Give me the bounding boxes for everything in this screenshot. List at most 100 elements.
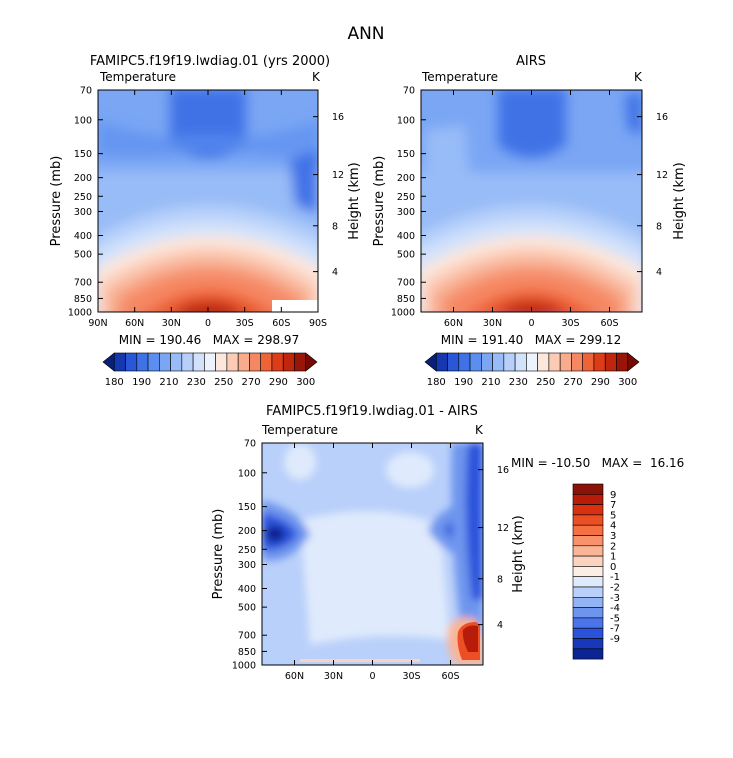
panel-obs-field (421, 90, 642, 312)
colorbar-swatch (447, 352, 460, 372)
height-tick-label: 4 (332, 267, 338, 278)
lat-tick-label: 60S (600, 318, 618, 329)
colorbar-swatch (215, 352, 228, 372)
height-tick-label: 4 (656, 267, 662, 278)
pressure-tick-label: 850 (238, 647, 256, 658)
colorbar-swatch (204, 352, 216, 372)
colorbar-label: -7 (610, 624, 620, 635)
colorbar-label: 250 (214, 377, 233, 388)
colorbar-swatch (572, 638, 604, 650)
panel-model-stats: MIN = 190.46 MAX = 298.97 (119, 333, 299, 347)
height-tick-label: 4 (497, 620, 503, 631)
height-tick-label: 12 (497, 523, 509, 534)
panel-diff-axes: 70 100 150 200 250 300 400 500 700 850 1000 16 12 8 4 6… (232, 439, 509, 683)
panel-diff-y2label: Height (km) (511, 515, 526, 592)
panel-obs-y2label: Height (km) (672, 162, 687, 239)
pressure-tick-label: 70 (244, 439, 256, 450)
panel-diff-stats: MIN = -10.50 MAX = 16.16 (511, 456, 684, 470)
pressure-tick-label: 70 (403, 86, 415, 97)
pressure-tick-label: 250 (397, 192, 415, 203)
pressure-tick-label: 150 (238, 502, 256, 513)
colorbar-swatch (492, 352, 505, 372)
colorbar-swatch (192, 352, 205, 372)
lat-tick-label: 0 (205, 318, 211, 329)
colorbar-swatch (237, 352, 250, 372)
pressure-tick-label: 200 (74, 173, 92, 184)
colorbar-swatch (572, 607, 604, 619)
colorbar-swatch (572, 524, 604, 536)
colorbar-swatch (136, 352, 149, 372)
pressure-tick-label: 150 (397, 149, 415, 160)
lat-tick-label: 30N (324, 671, 343, 682)
pressure-tick-label: 400 (397, 231, 415, 242)
colorbar-label: -5 (610, 613, 620, 624)
colorbar-label: -1 (610, 572, 620, 583)
pressure-tick-label: 300 (238, 560, 256, 571)
colorbar-swatch (548, 352, 561, 372)
colorbar-swatch (159, 352, 171, 372)
pressure-tick-label: 1000 (232, 661, 256, 672)
colorbar-swatch (526, 352, 538, 372)
colorbar-swatch (458, 352, 471, 372)
colorbar-swatch (572, 545, 604, 557)
colorbar-label: 290 (591, 377, 610, 388)
panel-model-axes: 70 100 150 200 250 300 400 500 700 850 1000 16 12 8 4 9… (68, 86, 344, 330)
colorbar-swatch (514, 352, 527, 372)
pressure-tick-label: 200 (397, 173, 415, 184)
colorbar-label: 210 (159, 377, 178, 388)
colorbar-swatch (572, 535, 604, 547)
lat-tick-label: 60N (444, 318, 463, 329)
pressure-tick-label: 250 (238, 545, 256, 556)
colorbar-label: 300 (618, 377, 637, 388)
height-tick-label: 8 (497, 574, 503, 585)
pressure-tick-label: 400 (74, 231, 92, 242)
panel-model-units: K (312, 70, 321, 84)
colorbar-swatch (181, 352, 194, 372)
colorbar-swatch (572, 555, 604, 567)
colorbar-label: 190 (454, 377, 473, 388)
colorbar-label: 270 (563, 377, 582, 388)
figure-title: ANN (347, 24, 384, 44)
panel-obs-colorbar: 180 190 210 230 250 270 290 300 (424, 352, 640, 388)
colorbar-swatch (147, 352, 160, 372)
colorbar-swatch (481, 352, 493, 372)
colorbar-swatch (572, 627, 604, 639)
colorbar-label: 2 (610, 541, 616, 552)
colorbar-swatch (271, 352, 284, 372)
pressure-tick-label: 300 (74, 207, 92, 218)
lat-tick-label: 60S (441, 671, 459, 682)
pressure-tick-label: 70 (80, 86, 92, 97)
colorbar-label: 9 (610, 490, 616, 501)
panel-obs-ylabel: Pressure (mb) (372, 156, 387, 247)
lat-tick-label: 60N (125, 318, 144, 329)
pressure-tick-label: 500 (74, 250, 92, 261)
height-tick-label: 8 (656, 221, 662, 232)
height-tick-label: 12 (332, 170, 344, 181)
colorbar-label: 270 (241, 377, 260, 388)
colorbar-swatch (469, 352, 482, 372)
lat-tick-label: 0 (528, 318, 534, 329)
panel-model-variable: Temperature (99, 70, 176, 84)
pressure-tick-label: 150 (74, 149, 92, 160)
panel-obs-units: K (634, 70, 643, 84)
lat-tick-label: 30S (561, 318, 579, 329)
colorbar-swatch (294, 352, 307, 372)
colorbar-end-high (627, 352, 640, 372)
lat-tick-label: 60S (272, 318, 290, 329)
colorbar-swatch (226, 352, 239, 372)
colorbar-swatch (572, 576, 604, 588)
colorbar-label: 5 (610, 510, 616, 521)
colorbar-swatch (572, 596, 604, 608)
pressure-tick-label: 250 (74, 192, 92, 203)
colorbar-label: 290 (269, 377, 288, 388)
pressure-tick-label: 1000 (391, 308, 415, 319)
colorbar-swatch (503, 352, 516, 372)
pressure-tick-label: 850 (397, 294, 415, 305)
colorbar-swatch (170, 352, 183, 372)
panel-obs-variable: Temperature (421, 70, 498, 84)
colorbar-label: 250 (536, 377, 555, 388)
lat-tick-label: 90N (88, 318, 107, 329)
height-tick-label: 8 (332, 221, 338, 232)
pressure-tick-label: 500 (397, 250, 415, 261)
colorbar-swatch (572, 617, 604, 629)
